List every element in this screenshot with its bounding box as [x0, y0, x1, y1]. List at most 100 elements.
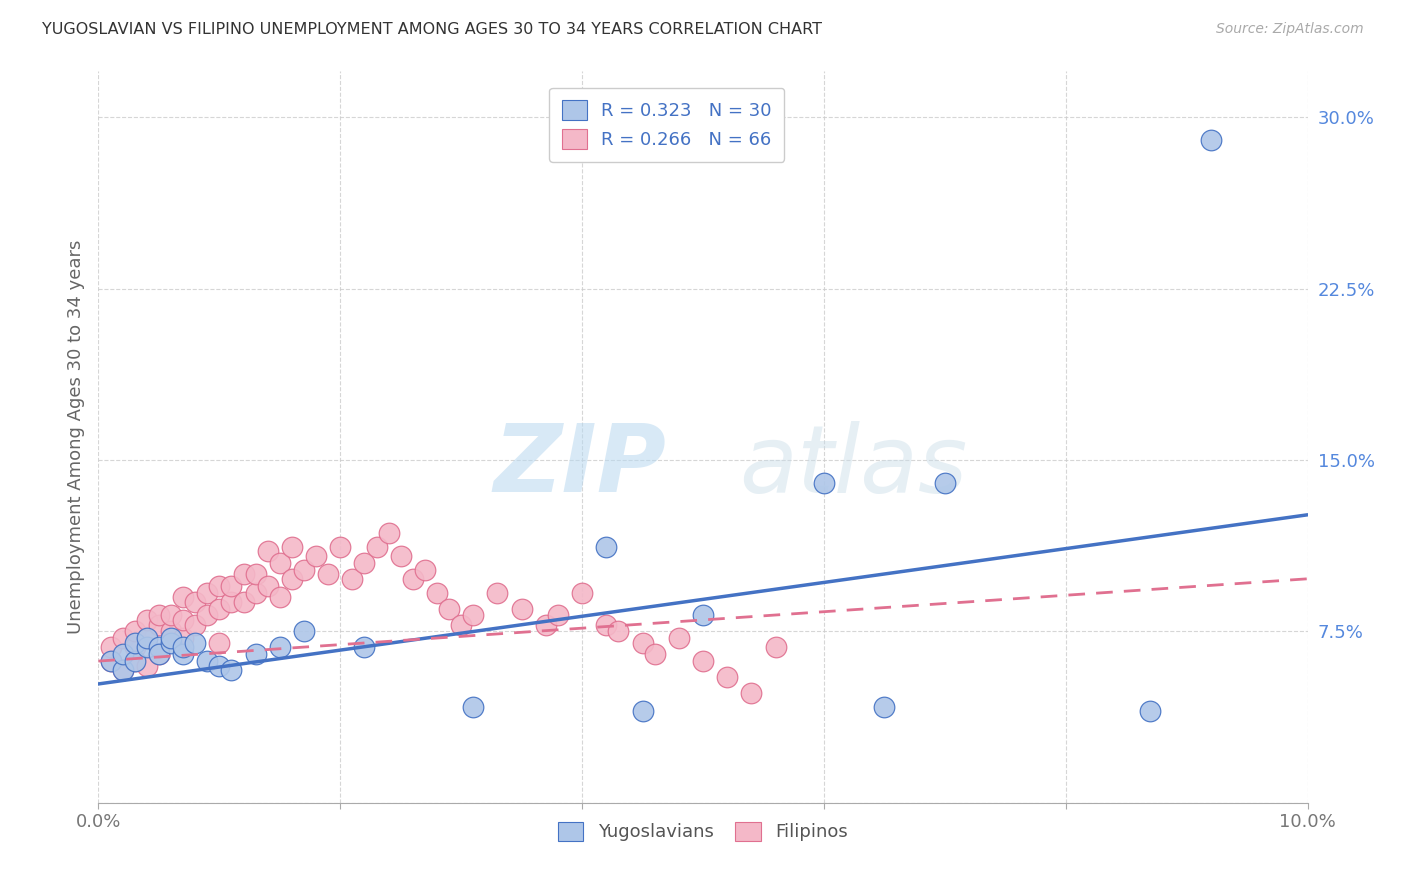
Point — [100, 654, 122, 668]
Text: atlas: atlas — [740, 421, 967, 512]
Point — [631, 636, 654, 650]
Point — [195, 608, 218, 623]
Point — [245, 647, 267, 661]
Point — [195, 585, 218, 599]
Point — [184, 636, 207, 650]
Point — [160, 632, 183, 646]
Point — [160, 636, 183, 650]
Point — [256, 579, 278, 593]
Point — [221, 579, 243, 593]
Point — [124, 640, 146, 655]
Point — [366, 540, 388, 554]
Point — [221, 595, 243, 609]
Point — [1139, 705, 1161, 719]
Point — [281, 572, 304, 586]
Point — [195, 654, 218, 668]
Point — [353, 556, 375, 570]
Point — [269, 640, 291, 655]
Point — [100, 640, 122, 655]
Point — [172, 632, 194, 646]
Point — [329, 540, 352, 554]
Point — [486, 585, 509, 599]
Point — [256, 544, 278, 558]
Point — [135, 632, 157, 646]
Point — [184, 617, 207, 632]
Point — [463, 608, 485, 623]
Point — [631, 705, 654, 719]
Point — [135, 640, 157, 655]
Point — [607, 624, 630, 639]
Text: Source: ZipAtlas.com: Source: ZipAtlas.com — [1216, 22, 1364, 37]
Point — [450, 617, 472, 632]
Point — [124, 624, 146, 639]
Point — [281, 540, 304, 554]
Point — [208, 636, 231, 650]
Point — [172, 640, 194, 655]
Point — [547, 608, 569, 623]
Point — [269, 556, 291, 570]
Point — [148, 647, 170, 661]
Point — [148, 608, 170, 623]
Point — [269, 590, 291, 604]
Point — [208, 579, 231, 593]
Point — [172, 590, 194, 604]
Point — [692, 608, 714, 623]
Point — [305, 549, 328, 563]
Text: ZIP: ZIP — [494, 420, 666, 512]
Point — [595, 540, 617, 554]
Point — [245, 567, 267, 582]
Point — [934, 475, 956, 490]
Point — [111, 663, 134, 677]
Point — [353, 640, 375, 655]
Point — [716, 670, 738, 684]
Point — [571, 585, 593, 599]
Point — [172, 647, 194, 661]
Point — [740, 686, 762, 700]
Point — [413, 563, 436, 577]
Point — [135, 632, 157, 646]
Text: YUGOSLAVIAN VS FILIPINO UNEMPLOYMENT AMONG AGES 30 TO 34 YEARS CORRELATION CHART: YUGOSLAVIAN VS FILIPINO UNEMPLOYMENT AMO… — [42, 22, 823, 37]
Point — [124, 654, 146, 668]
Point — [437, 601, 460, 615]
Point — [692, 654, 714, 668]
Point — [208, 601, 231, 615]
Point — [389, 549, 412, 563]
Point — [148, 617, 170, 632]
Point — [232, 567, 254, 582]
Legend: Yugoslavians, Filipinos: Yugoslavians, Filipinos — [551, 814, 855, 848]
Point — [426, 585, 449, 599]
Point — [534, 617, 557, 632]
Point — [111, 663, 134, 677]
Point — [1199, 133, 1222, 147]
Point — [124, 636, 146, 650]
Point — [221, 663, 243, 677]
Point — [873, 699, 896, 714]
Point — [232, 595, 254, 609]
Point — [668, 632, 690, 646]
Point — [172, 613, 194, 627]
Point — [184, 595, 207, 609]
Point — [208, 658, 231, 673]
Point — [124, 654, 146, 668]
Point — [510, 601, 533, 615]
Point — [644, 647, 666, 661]
Point — [765, 640, 787, 655]
Point — [160, 608, 183, 623]
Point — [111, 647, 134, 661]
Point — [316, 567, 339, 582]
Point — [463, 699, 485, 714]
Point — [148, 647, 170, 661]
Point — [342, 572, 364, 586]
Y-axis label: Unemployment Among Ages 30 to 34 years: Unemployment Among Ages 30 to 34 years — [66, 240, 84, 634]
Point — [377, 526, 399, 541]
Point — [111, 632, 134, 646]
Point — [160, 624, 183, 639]
Point — [135, 658, 157, 673]
Point — [292, 563, 315, 577]
Point — [595, 617, 617, 632]
Point — [813, 475, 835, 490]
Point — [135, 613, 157, 627]
Point — [148, 640, 170, 655]
Point — [245, 585, 267, 599]
Point — [100, 654, 122, 668]
